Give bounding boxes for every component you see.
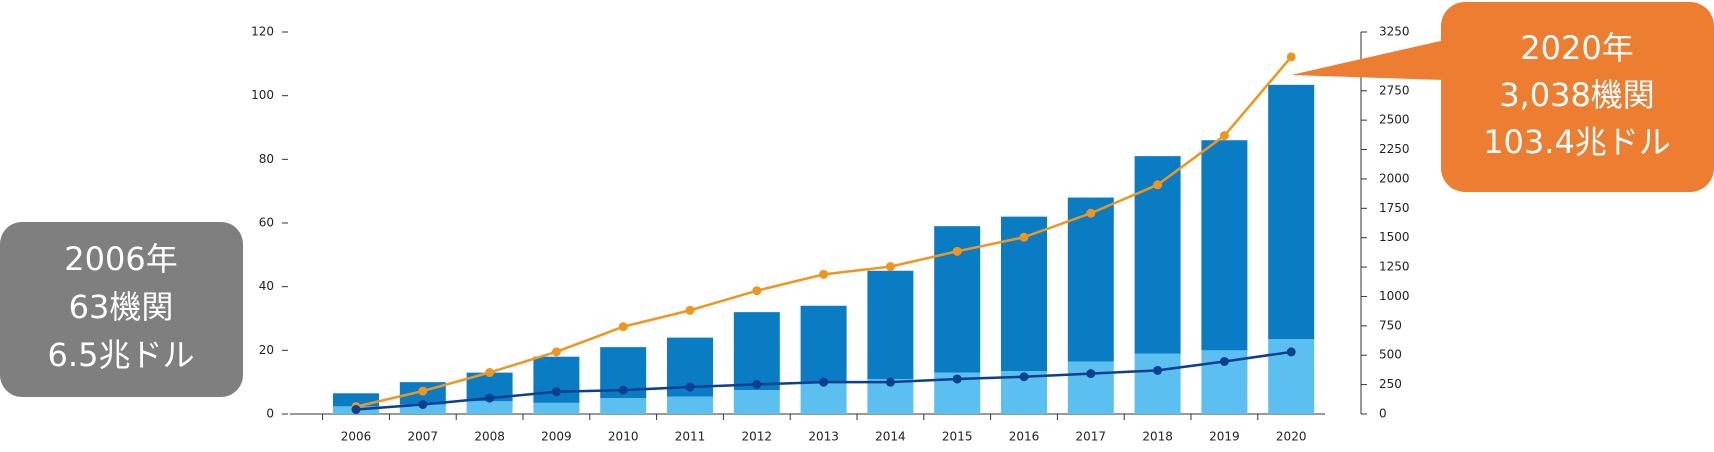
line-point bbox=[685, 305, 695, 315]
bar-segment bbox=[1067, 197, 1114, 362]
x-tick-label: 2013 bbox=[808, 430, 839, 444]
line-point bbox=[618, 322, 628, 332]
line-point bbox=[885, 262, 895, 272]
x-tick-label: 2011 bbox=[675, 430, 706, 444]
callout-text: 63機関 bbox=[69, 288, 174, 326]
callout-text: 2020年 bbox=[1520, 29, 1633, 67]
y2-tick-label: 2500 bbox=[1379, 113, 1410, 127]
y2-tick-label: 3250 bbox=[1379, 25, 1410, 39]
bar-segment bbox=[667, 396, 713, 414]
y2-tick-label: 2250 bbox=[1379, 142, 1410, 156]
x-tick-label: 2014 bbox=[875, 430, 906, 444]
line-point bbox=[1153, 180, 1163, 190]
y2-tick-label: 2750 bbox=[1379, 83, 1410, 97]
bar-segment bbox=[1001, 216, 1047, 372]
bar-segment bbox=[800, 305, 847, 383]
y2-tick-label: 1750 bbox=[1379, 201, 1410, 215]
y2-tick-label: 1000 bbox=[1379, 289, 1410, 303]
y-tick-label: 20 bbox=[259, 343, 274, 357]
line-point bbox=[1153, 365, 1163, 375]
bar-segment bbox=[1201, 140, 1248, 351]
y-tick-label: 100 bbox=[251, 88, 274, 102]
y2-tick-label: 1500 bbox=[1379, 230, 1410, 244]
y-tick-label: 120 bbox=[251, 25, 274, 39]
y-tick-label: 40 bbox=[259, 279, 274, 293]
line-point bbox=[1219, 131, 1229, 141]
callout-text: 6.5兆ドル bbox=[48, 336, 195, 374]
y2-tick-label: 1250 bbox=[1379, 260, 1410, 274]
line-point bbox=[1086, 208, 1096, 218]
line-point bbox=[351, 405, 361, 415]
line-point bbox=[752, 379, 762, 389]
line-point bbox=[819, 269, 829, 279]
line-point bbox=[1086, 369, 1096, 379]
x-tick-label: 2010 bbox=[608, 430, 639, 444]
line-point bbox=[485, 393, 495, 403]
bar-segment bbox=[867, 270, 914, 379]
line-point bbox=[551, 347, 561, 357]
x-tick-label: 2020 bbox=[1276, 430, 1307, 444]
x-tick-label: 2006 bbox=[341, 430, 372, 444]
line-point bbox=[952, 374, 962, 384]
bar-segment bbox=[533, 402, 580, 414]
y2-tick-label: 500 bbox=[1379, 348, 1402, 362]
y-tick-label: 80 bbox=[259, 152, 274, 166]
x-tick-label: 2019 bbox=[1209, 430, 1240, 444]
callout-text: 103.4兆ドル bbox=[1483, 123, 1671, 161]
x-tick-label: 2012 bbox=[742, 430, 773, 444]
y-tick-label: 60 bbox=[259, 216, 274, 230]
callout-box bbox=[1441, 2, 1714, 192]
x-tick-label: 2015 bbox=[942, 430, 973, 444]
bar-segment bbox=[733, 390, 780, 414]
callout-tail bbox=[1291, 40, 1445, 80]
line-point bbox=[551, 387, 561, 397]
line-point bbox=[418, 399, 428, 409]
line-point bbox=[1286, 52, 1296, 62]
y2-tick-label: 750 bbox=[1379, 318, 1402, 332]
bar-segment bbox=[466, 401, 513, 414]
line-point bbox=[885, 377, 895, 387]
line-point bbox=[819, 377, 829, 387]
bar-segment bbox=[399, 404, 446, 414]
callout-text: 3,038機関 bbox=[1499, 76, 1655, 114]
bar-segment bbox=[800, 382, 847, 414]
line-point bbox=[1219, 356, 1229, 366]
callout-text: 2006年 bbox=[64, 240, 177, 278]
y2-tick-label: 2000 bbox=[1379, 171, 1410, 185]
line-point bbox=[752, 286, 762, 296]
line-point bbox=[1019, 372, 1029, 382]
y2-tick-label: 0 bbox=[1379, 407, 1387, 421]
y-tick-label: 0 bbox=[266, 407, 274, 421]
line-point bbox=[485, 368, 495, 378]
line-point bbox=[685, 382, 695, 392]
callout-box bbox=[0, 222, 243, 397]
x-tick-label: 2018 bbox=[1142, 430, 1173, 444]
line-point bbox=[618, 385, 628, 395]
x-tick-label: 2009 bbox=[541, 430, 572, 444]
x-tick-label: 2007 bbox=[408, 430, 439, 444]
line-point bbox=[1286, 347, 1296, 357]
bar-segment bbox=[1134, 353, 1181, 414]
bar-segment bbox=[1268, 84, 1315, 340]
x-tick-label: 2017 bbox=[1076, 430, 1107, 444]
bar-segment bbox=[733, 312, 780, 391]
line-point bbox=[952, 246, 962, 256]
line-point bbox=[418, 386, 428, 396]
line-point bbox=[1019, 232, 1029, 242]
x-tick-label: 2016 bbox=[1009, 430, 1040, 444]
y2-tick-label: 250 bbox=[1379, 377, 1402, 391]
x-tick-label: 2008 bbox=[474, 430, 505, 444]
bar-segment bbox=[600, 398, 647, 414]
